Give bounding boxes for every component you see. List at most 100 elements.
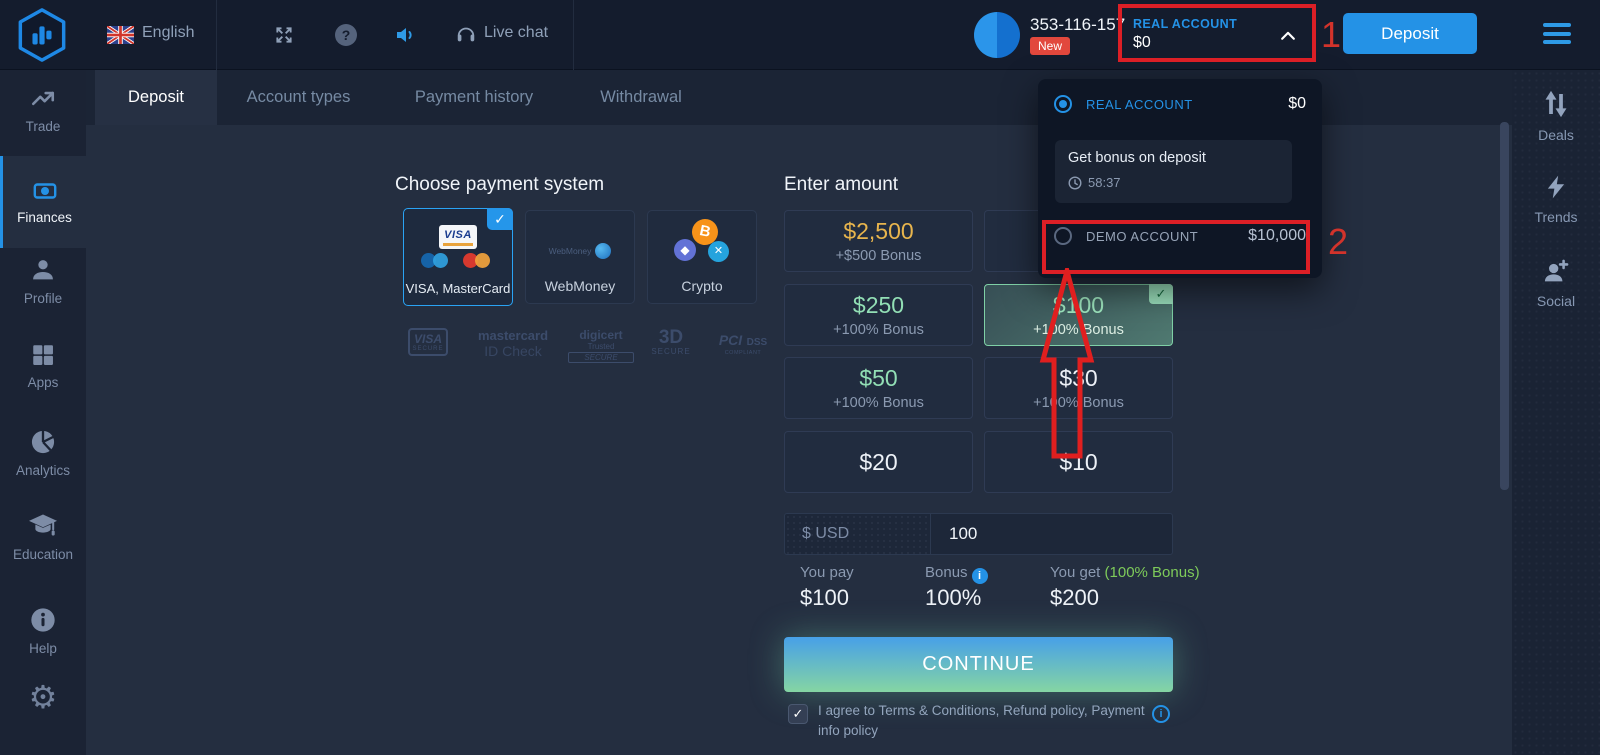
card-logos: [404, 253, 512, 268]
help-question-icon[interactable]: ?: [335, 24, 357, 46]
lightning-icon: [1547, 175, 1565, 199]
arrows-up-down-icon: [1545, 90, 1567, 118]
new-badge: New: [1030, 37, 1071, 55]
sidebar-item-help[interactable]: Help: [0, 606, 86, 656]
sidebar-item-label: Apps: [27, 375, 59, 390]
graduation-cap-icon: [29, 514, 57, 536]
ethereum-icon: ◆: [674, 239, 696, 261]
amount-section-title: Enter amount: [784, 174, 899, 195]
person-plus-icon: [1544, 259, 1569, 282]
visa-logo-icon: VISA: [439, 225, 477, 249]
sidebar-item-trade[interactable]: Trade: [0, 86, 86, 134]
brand-logo-icon[interactable]: [16, 7, 68, 63]
language-selector[interactable]: English: [142, 24, 195, 41]
check-icon: ✓: [1149, 284, 1173, 304]
demo-account-label: DEMO ACCOUNT: [1086, 228, 1199, 244]
menu-hamburger-icon[interactable]: [1543, 23, 1571, 45]
continue-button[interactable]: CONTINUE: [784, 637, 1173, 692]
you-pay-value: $100: [800, 585, 849, 610]
preset-amount-100-selected[interactable]: ✓ $100 +100% Bonus: [984, 284, 1173, 346]
live-chat-button[interactable]: Live chat: [484, 24, 549, 41]
pci-dss-badge: PCI DSS COMPLIANT: [718, 332, 768, 356]
sidebar-item-label: Finances: [17, 210, 72, 225]
account-dropdown: REAL ACCOUNT $0 Get bonus on deposit 58:…: [1038, 79, 1322, 278]
sidebar-item-finances[interactable]: Finances: [0, 156, 86, 248]
sidebar-item-social[interactable]: Social: [1512, 258, 1600, 309]
ripple-icon: ✕: [708, 241, 729, 262]
clock-icon: [1068, 176, 1082, 190]
real-account-label: REAL ACCOUNT: [1086, 96, 1193, 112]
trend-up-icon: [31, 91, 55, 106]
dropdown-demo-account-option[interactable]: DEMO ACCOUNT $10,000: [1054, 227, 1306, 245]
payment-method-crypto[interactable]: B ◆ ✕ Crypto: [647, 210, 757, 304]
account-switcher[interactable]: REAL ACCOUNT $0: [1133, 17, 1237, 52]
bonus-note: (100% Bonus): [1104, 564, 1200, 581]
tab-account-types[interactable]: Account types: [246, 88, 351, 106]
topbar-divider-2: [573, 0, 574, 70]
payment-section-title: Choose payment system: [395, 174, 605, 195]
bonus-offer-title: Get bonus on deposit: [1068, 150, 1206, 166]
preset-amount-10[interactable]: $10: [984, 431, 1173, 493]
uk-flag-icon[interactable]: [107, 26, 134, 44]
bonus-label: Bonus i: [925, 564, 988, 584]
preset-amount-50[interactable]: $50 +100% Bonus: [784, 357, 973, 419]
webmoney-logo-icon: WebMoney: [526, 243, 634, 259]
check-icon: ✓: [487, 208, 513, 230]
visa-secure-badge: VISA SECURE: [408, 328, 448, 356]
topbar-divider: [216, 0, 217, 70]
digicert-badge: digicert Trusted SECURE: [568, 328, 634, 363]
3d-secure-badge: 3D SECURE: [651, 327, 691, 356]
sound-speaker-icon[interactable]: [394, 23, 418, 47]
tab-deposit[interactable]: Deposit: [95, 70, 217, 125]
sidebar-item-label: Help: [29, 641, 57, 656]
preset-amount-2500[interactable]: $2,500 +$500 Bonus: [784, 210, 973, 272]
sidebar-item-profile[interactable]: Profile: [0, 256, 86, 306]
terms-checkbox[interactable]: ✓: [788, 704, 808, 724]
sidebar-item-trends[interactable]: Trends: [1512, 172, 1600, 225]
you-pay-label: You pay: [800, 564, 854, 581]
sidebar-item-analytics[interactable]: Analytics: [0, 428, 86, 478]
annotation-number-1: 1: [1321, 14, 1342, 55]
info-icon[interactable]: i: [971, 568, 988, 584]
amount-input[interactable]: [931, 514, 1172, 554]
mastercard-logo-icon: [463, 253, 495, 268]
sidebar-item-deals[interactable]: Deals: [1512, 88, 1600, 143]
sidebar-item-label: Trends: [1534, 209, 1578, 225]
sidebar-item-apps[interactable]: Apps: [0, 342, 86, 390]
fullscreen-icon[interactable]: [274, 25, 294, 45]
sidebar-item-label: Deals: [1538, 127, 1574, 143]
deposit-button[interactable]: Deposit: [1343, 13, 1477, 54]
account-balance: $0: [1133, 34, 1151, 51]
maestro-logo-icon: [421, 253, 453, 268]
preset-amount-250[interactable]: $250 +100% Bonus: [784, 284, 973, 346]
banknote-icon: [33, 183, 56, 199]
sidebar-item-label: Analytics: [15, 463, 71, 478]
tab-withdrawal[interactable]: Withdrawal: [600, 88, 682, 106]
radio-unselected-icon[interactable]: [1054, 227, 1072, 245]
sidebar-item-education[interactable]: Education: [0, 512, 86, 562]
sidebar-item-label: Profile: [23, 291, 63, 306]
tab-payment-history[interactable]: Payment history: [414, 88, 534, 106]
currency-selector[interactable]: $ USD: [785, 514, 931, 554]
mastercard-idcheck-badge: mastercard ID Check: [477, 328, 549, 359]
radio-selected-icon[interactable]: [1054, 95, 1072, 113]
bonus-offer-card[interactable]: Get bonus on deposit 58:37: [1055, 140, 1292, 203]
preset-amount-30[interactable]: $30 +100% Bonus: [984, 357, 1173, 419]
payment-method-webmoney[interactable]: WebMoney WebMoney: [525, 210, 635, 304]
terms-text: I agree to Terms & Conditions, Refund po…: [818, 703, 1145, 739]
payment-method-label: Crypto: [681, 278, 723, 294]
chevron-up-icon[interactable]: [1278, 27, 1298, 43]
payment-method-label: WebMoney: [544, 278, 616, 294]
real-account-balance: $0: [1288, 95, 1306, 112]
sidebar-item-settings[interactable]: ⚙: [0, 678, 86, 716]
scrollbar-thumb[interactable]: [1500, 122, 1509, 490]
avatar[interactable]: [974, 12, 1020, 58]
grid-icon: [33, 345, 53, 365]
info-icon: [31, 608, 55, 632]
terms-info-icon[interactable]: i: [1152, 705, 1170, 723]
preset-amount-20[interactable]: $20: [784, 431, 973, 493]
account-id: 353-116-157: [1030, 15, 1126, 34]
sidebar-item-label: Social: [1536, 293, 1576, 309]
payment-method-visa-mastercard[interactable]: ✓ VISA VISA, MasterCard: [403, 208, 513, 306]
dropdown-real-account-option[interactable]: REAL ACCOUNT $0: [1054, 95, 1306, 113]
